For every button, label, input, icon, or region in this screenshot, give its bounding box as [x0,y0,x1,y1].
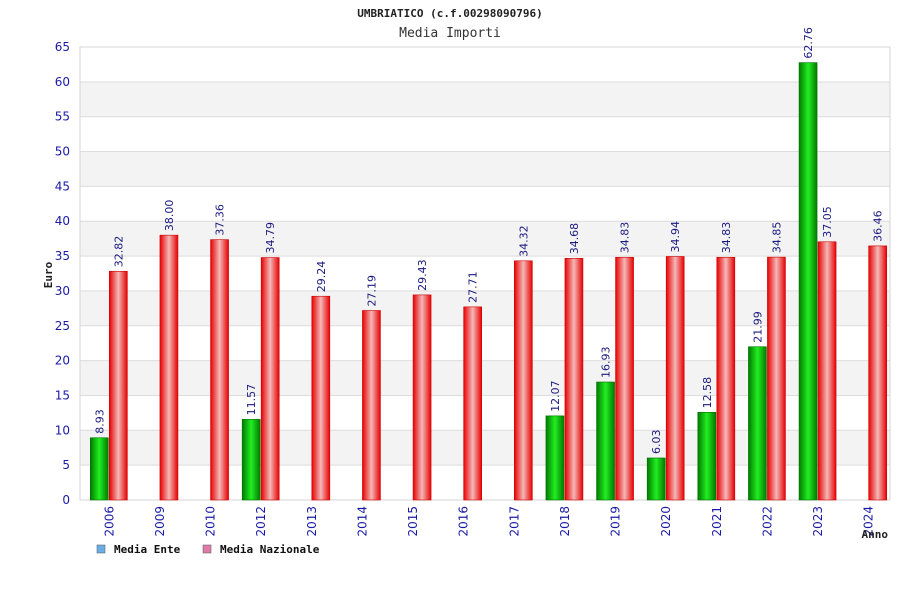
bar-value-label: 62.76 [802,27,815,59]
grid-band [80,151,890,187]
bar-media-nazionale [260,257,280,501]
bar-media-ente [241,419,261,501]
bar-value-label: 27.71 [467,271,480,303]
x-tick-label: 2017 [507,506,521,537]
bar-media-ente [798,62,818,501]
bar-media-nazionale [767,256,786,501]
x-tick-label: 2013 [305,506,319,537]
bar-media-ente [90,437,109,501]
y-tick-label: 25 [55,319,70,333]
legend-label: Media Nazionale [220,543,320,556]
bar-value-label: 29.43 [416,259,429,291]
x-tick-label: 2021 [710,506,724,537]
bar-media-nazionale [615,256,634,501]
bar-media-nazionale [109,270,128,501]
bar-value-label: 37.36 [214,204,227,236]
x-tick-label: 2018 [558,506,572,537]
bar-media-nazionale [463,306,482,501]
y-tick-label: 5 [62,458,70,472]
grid-band [80,81,890,117]
x-axis-ticks: 2006 2009 2010 2012 2013 2014 2015 2016 2017 2018… [102,506,875,537]
bar-value-label: 16.93 [600,347,613,379]
chart-title: UMBRIATICO (c.f.00298090796) [357,7,542,20]
bar-value-label: 34.32 [517,225,530,257]
bar-value-label: 34.83 [720,222,733,254]
bar-media-ente [748,346,767,501]
grid-band [80,116,890,152]
y-tick-label: 65 [55,40,70,54]
value-labels: 8.93 32.82 38.00 37.36 11.57 34.79 29.24 27.19 2… [93,27,884,454]
grid-band [80,47,890,82]
x-tick-label: 2023 [811,506,825,537]
bar-value-label: 34.85 [770,222,783,254]
y-axis-ticks: 0 5 10 15 20 25 30 35 40 45 50 55 60 65 [55,40,70,507]
bar-media-ente [596,381,615,501]
bar-value-label: 27.19 [365,275,378,307]
bar-media-ente [646,457,666,501]
bar-media-ente [697,412,717,501]
x-tick-label: 2009 [153,506,167,537]
bar-value-label: 37.05 [821,206,834,238]
bars [90,62,887,501]
x-tick-label: 2006 [102,506,116,537]
bar-media-nazionale [817,241,837,501]
y-tick-label: 45 [55,179,70,193]
x-tick-label: 2015 [406,506,420,537]
legend-swatch [96,544,106,554]
plot-frame [79,46,891,501]
bar-value-label: 11.57 [245,384,258,416]
bar-value-label: 8.93 [93,409,106,434]
y-tick-label: 50 [55,145,70,159]
bar-media-nazionale [665,256,685,501]
bar-value-label: 12.58 [701,377,714,409]
x-tick-label: 2010 [204,506,218,537]
grid-band [80,221,890,257]
bar-media-nazionale [159,234,179,501]
bar-value-label: 34.68 [568,223,581,255]
chart-subtitle: Media Importi [399,26,501,41]
bar-value-label: 38.00 [163,200,176,232]
x-axis-label: Anno [862,528,889,541]
y-tick-label: 60 [55,75,70,89]
y-tick-label: 10 [55,423,70,437]
x-tick-label: 2014 [355,506,369,537]
y-axis-label: Euro [42,261,55,288]
legend: Media Ente Media Nazionale [96,543,320,556]
y-tick-label: 35 [55,249,70,263]
legend-swatch [202,544,212,554]
legend-label: Media Ente [114,543,181,556]
y-tick-label: 40 [55,214,70,228]
x-tick-label: 2022 [760,506,774,537]
bar-value-label: 32.82 [112,236,125,268]
bar-value-label: 36.46 [872,210,885,242]
bar-media-nazionale [868,245,887,501]
bar-value-label: 29.24 [315,261,328,293]
bar-media-nazionale [716,256,736,501]
bar-media-nazionale [412,294,432,501]
grid-band [80,186,890,222]
bar-value-label: 34.79 [264,222,277,254]
bar-value-label: 12.07 [549,380,562,412]
bar-media-nazionale [514,260,533,501]
x-tick-label: 2024 [862,506,876,537]
bar-media-nazionale [311,295,331,501]
x-tick-label: 2012 [254,506,268,537]
bar-value-label: 6.03 [650,429,663,454]
bar-media-nazionale [210,239,229,501]
y-tick-label: 30 [55,284,70,298]
y-tick-label: 15 [55,388,70,402]
x-tick-label: 2019 [609,506,623,537]
bar-value-label: 34.94 [669,221,682,253]
x-tick-label: 2016 [457,506,471,537]
bar-media-nazionale [362,310,381,501]
bar-value-label: 21.99 [751,311,764,343]
bar-media-ente [545,415,565,501]
y-tick-label: 55 [55,110,70,124]
x-tick-label: 2020 [659,506,673,537]
y-tick-label: 20 [55,354,70,368]
y-tick-label: 0 [62,493,70,507]
bar-media-nazionale [564,258,584,501]
bar-value-label: 34.83 [619,222,632,254]
